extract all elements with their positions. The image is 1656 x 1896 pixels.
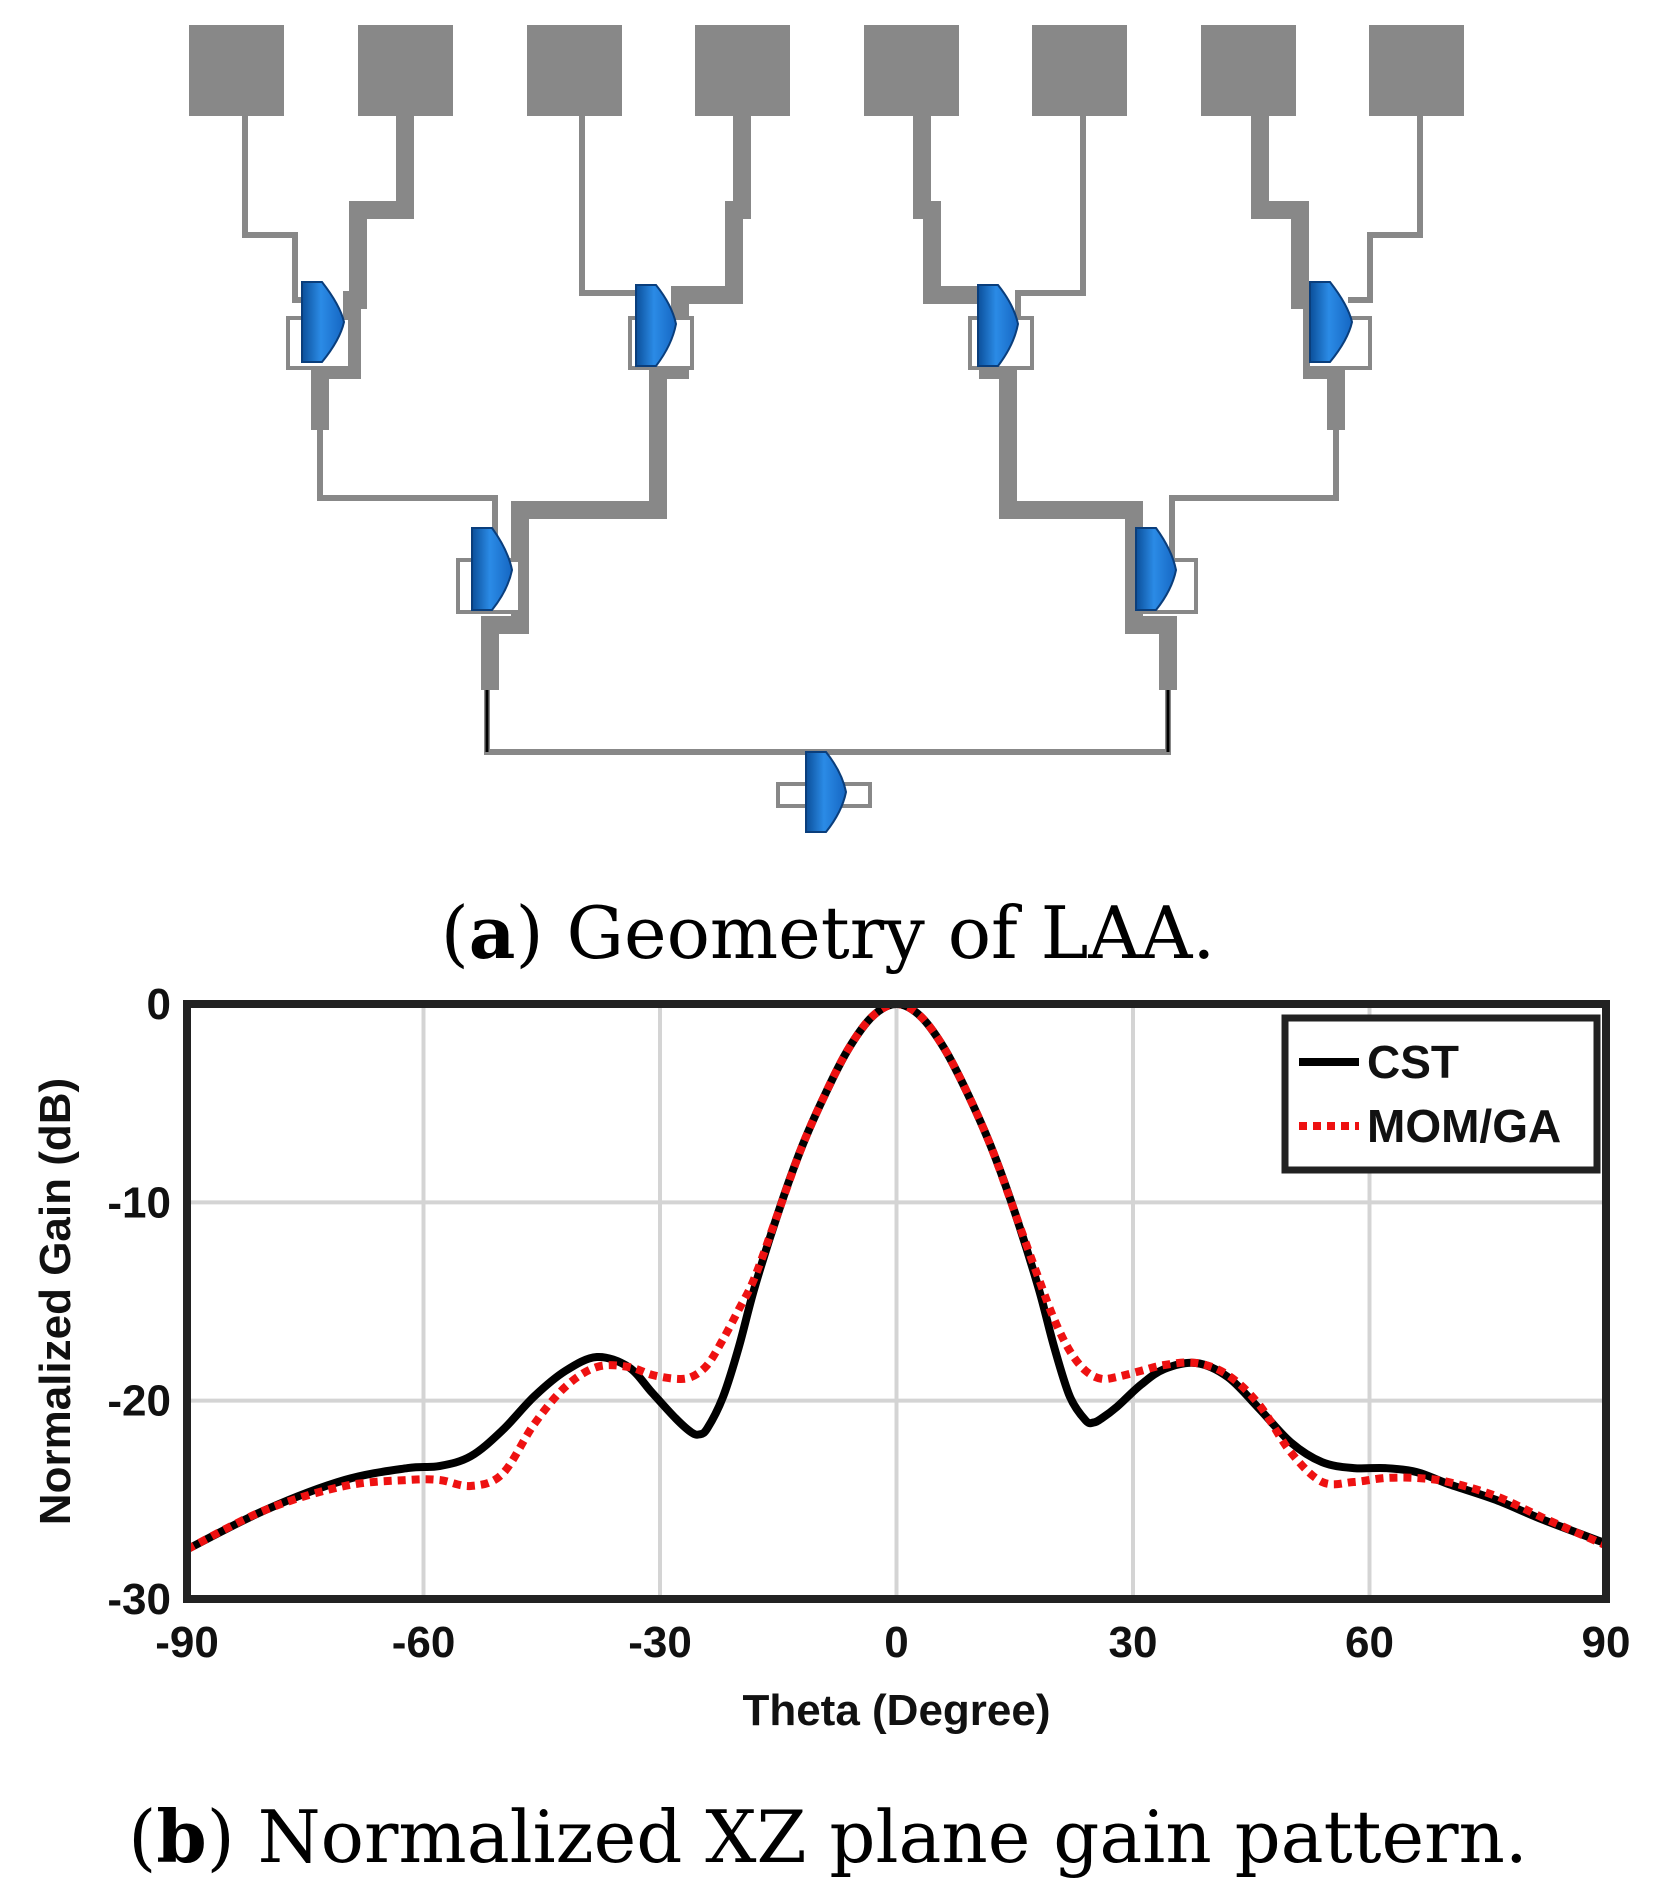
caption-a-text: Geometry of LAA. xyxy=(566,891,1215,975)
x-tick-label: 0 xyxy=(884,1618,908,1667)
power-splitters xyxy=(301,281,1354,833)
power-splitter-icon xyxy=(471,527,514,611)
x-tick-label: 90 xyxy=(1582,1618,1631,1667)
laa-geometry xyxy=(189,25,1464,833)
feed-line xyxy=(317,400,498,560)
thin-feed-lines xyxy=(242,80,1423,755)
patch-1 xyxy=(189,25,284,116)
patch-row xyxy=(189,25,1464,116)
caption-b: (b) Normalized XZ plane gain pattern. xyxy=(128,1794,1528,1879)
patch-5 xyxy=(864,25,959,116)
x-tick-label: 30 xyxy=(1109,1618,1158,1667)
y-tick-label: 0 xyxy=(147,980,171,1029)
series-line-mom-ga xyxy=(185,1000,1608,1553)
legend-label: CST xyxy=(1367,1036,1459,1088)
power-splitter-icon xyxy=(977,284,1020,367)
splitter-pads xyxy=(286,316,1372,808)
patch-3 xyxy=(527,25,622,116)
feed-line xyxy=(1169,400,1339,560)
legend-box xyxy=(1281,1014,1601,1174)
feed-line xyxy=(484,690,1171,755)
y-axis-label: Normalized Gain (dB) xyxy=(31,1078,80,1525)
x-tick-label: -60 xyxy=(392,1618,456,1667)
patch-7 xyxy=(1201,25,1296,116)
feed-line xyxy=(1348,80,1423,303)
series-layer xyxy=(183,1000,1610,1554)
x-tick-label: 60 xyxy=(1345,1618,1394,1667)
tick-labels: -90 -60 -30 0 30 60 90 0 -10 -20 -30 xyxy=(107,980,1630,1667)
power-splitter-icon xyxy=(301,281,346,363)
plot-frame xyxy=(183,1000,1610,1603)
caption-b-label: b xyxy=(156,1794,206,1879)
gain-chart: -90 -60 -30 0 30 60 90 0 -10 -20 -30 Theta (Degree… xyxy=(31,980,1630,1735)
y-tick-label: -10 xyxy=(107,1178,171,1227)
caption-a: (a) Geometry of LAA. xyxy=(441,890,1216,975)
power-splitter-icon xyxy=(1309,281,1354,363)
port-ticks xyxy=(485,690,1170,752)
x-axis-label: Theta (Degree) xyxy=(742,1686,1050,1735)
patch-6 xyxy=(1032,25,1127,116)
y-tick-label: -30 xyxy=(107,1575,171,1624)
x-tick-label: -90 xyxy=(155,1618,219,1667)
power-splitter-icon xyxy=(1135,527,1178,611)
legend-label: MOM/GA xyxy=(1367,1100,1561,1152)
feed-line xyxy=(1015,80,1086,318)
legend: CST MOM/GA xyxy=(1281,1014,1601,1174)
x-tick-label: -30 xyxy=(628,1618,692,1667)
power-splitter-icon xyxy=(635,284,678,367)
power-splitter-icon xyxy=(805,751,848,833)
caption-a-label: a xyxy=(469,890,516,975)
feed-line-thick xyxy=(481,400,667,690)
patch-8 xyxy=(1369,25,1464,116)
y-tick-label: -20 xyxy=(107,1377,171,1426)
caption-b-text: Normalized XZ plane gain pattern. xyxy=(258,1795,1528,1879)
